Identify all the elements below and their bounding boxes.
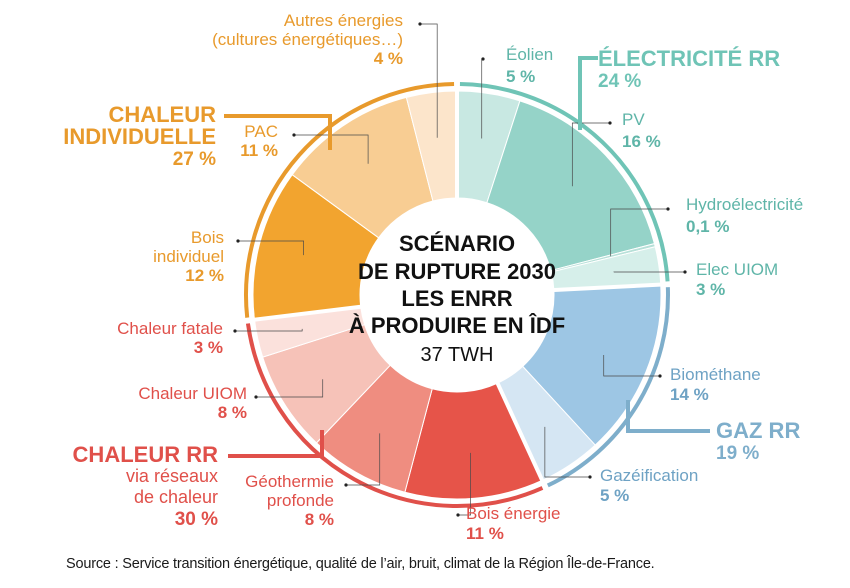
leader-line: [610, 208, 668, 257]
segment-label: PV: [622, 110, 645, 129]
group-connector: [224, 114, 332, 150]
leader-dot: [666, 207, 670, 211]
segment-value: 14 %: [670, 385, 709, 404]
group-value: 30 %: [175, 509, 218, 530]
segment-value: 3 %: [194, 338, 223, 357]
leader-line: [544, 426, 590, 478]
group-label: CHALEUR: [108, 102, 216, 127]
leader-dot: [608, 121, 612, 125]
group-arc-electricite-rr: [459, 82, 670, 282]
leader-line: [294, 134, 369, 164]
segment-value: 5 %: [600, 486, 629, 505]
segment-label: Autres énergies: [284, 11, 403, 30]
segment-value: 12 %: [185, 266, 224, 285]
segment-label: Elec UIOM: [696, 260, 778, 279]
donut-slice-pv: [486, 100, 656, 272]
group-arc-gaz-rr: [546, 287, 670, 488]
group-connector: [228, 430, 324, 458]
group-label: CHALEUR RR: [73, 442, 219, 467]
leader-line: [571, 122, 610, 187]
leader-dot: [292, 133, 296, 137]
leader-line: [458, 452, 471, 516]
leader-dot: [658, 374, 662, 378]
segment-label: profonde: [267, 491, 334, 510]
segment-label: Bois: [191, 228, 224, 247]
segment-value: 16 %: [622, 132, 661, 151]
leader-line: [256, 379, 324, 398]
leader-line: [346, 433, 381, 486]
leader-line: [420, 23, 438, 138]
segment-label: (cultures énergétiques…): [212, 30, 403, 49]
group-value: 19 %: [716, 443, 759, 464]
leader-line: [238, 240, 304, 256]
segment-label: PAC: [244, 122, 278, 141]
segment-value: 11 %: [466, 524, 504, 543]
segment-label: individuel: [153, 247, 224, 266]
leader-dot: [254, 395, 258, 399]
leader-dot: [481, 57, 485, 61]
group-label: ÉLECTRICITÉ RR: [598, 46, 780, 71]
segment-value: 11 %: [240, 141, 278, 160]
group-arc-chaleur-individuelle: [244, 82, 455, 318]
segment-label: Géothermie: [245, 472, 334, 491]
leader-dot: [588, 475, 592, 479]
leader-dot: [683, 270, 687, 274]
leader-dot: [418, 22, 422, 26]
segment-value: 8 %: [305, 510, 334, 529]
segment-label: Bois énergie: [466, 504, 561, 523]
segment-label: Chaleur UIOM: [138, 384, 247, 403]
group-value: 24 %: [598, 71, 641, 92]
center-title: LES ENRR: [401, 286, 512, 311]
group-sublabel: via réseaux: [126, 466, 218, 486]
group-connector: [578, 56, 598, 130]
segment-label: Chaleur fatale: [117, 319, 223, 338]
leader-dot: [456, 513, 460, 517]
leader-dot: [233, 329, 237, 333]
leader-line: [235, 328, 303, 332]
segment-value: 4 %: [374, 49, 403, 68]
center-title: SCÉNARIO: [399, 231, 515, 256]
center-title: À PRODUIRE EN ÎDF: [349, 313, 565, 338]
group-label: GAZ RR: [716, 418, 800, 443]
center-title: DE RUPTURE 2030: [358, 259, 556, 284]
segment-label: Hydroélectricité: [686, 195, 803, 214]
group-separator: [242, 304, 363, 324]
center-subtitle: 37 TWH: [421, 344, 494, 366]
leader-dot: [344, 483, 348, 487]
source-note: Source : Service transition énergétique,…: [66, 556, 655, 572]
segment-value: 3 %: [696, 280, 725, 299]
segment-label: Éolien: [506, 45, 553, 64]
group-separator: [551, 282, 673, 293]
group-label: INDIVIDUELLE: [63, 124, 216, 149]
group-sublabel: de chaleur: [134, 487, 218, 507]
segment-label: Gazéification: [600, 466, 698, 485]
leader-dot: [236, 239, 240, 243]
group-connector: [626, 400, 710, 433]
group-value: 27 %: [173, 149, 216, 170]
group-separator: [494, 380, 550, 493]
segment-value: 5 %: [506, 67, 535, 86]
leader-line: [603, 354, 660, 377]
segment-value: 0,1 %: [686, 217, 729, 236]
segment-value: 8 %: [218, 403, 247, 422]
segment-label: Biométhane: [670, 365, 761, 384]
group-arc-chaleur-rr: [245, 323, 544, 508]
